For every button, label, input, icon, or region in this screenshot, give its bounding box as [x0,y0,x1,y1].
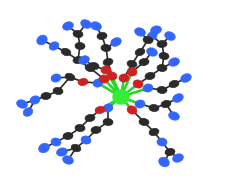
Ellipse shape [135,28,145,36]
Ellipse shape [65,73,75,81]
Ellipse shape [37,35,47,45]
Ellipse shape [95,106,105,114]
Ellipse shape [71,144,81,152]
Ellipse shape [51,74,61,82]
Ellipse shape [63,156,73,164]
Ellipse shape [149,128,159,136]
Ellipse shape [75,125,85,132]
Ellipse shape [173,154,183,162]
Ellipse shape [107,72,117,80]
Ellipse shape [135,100,145,108]
Ellipse shape [151,26,161,34]
Ellipse shape [73,57,83,64]
Ellipse shape [147,48,157,56]
Ellipse shape [181,74,191,82]
Ellipse shape [145,72,155,80]
Ellipse shape [103,58,113,66]
Ellipse shape [139,58,149,66]
Ellipse shape [39,143,49,153]
Ellipse shape [97,33,107,40]
Ellipse shape [157,64,167,71]
Ellipse shape [113,90,129,104]
Ellipse shape [157,87,167,94]
Ellipse shape [139,119,149,125]
Ellipse shape [93,79,103,87]
Ellipse shape [157,138,167,146]
Ellipse shape [91,126,101,133]
Ellipse shape [78,78,88,86]
Ellipse shape [157,40,167,47]
Ellipse shape [119,74,129,82]
Ellipse shape [85,64,95,72]
Ellipse shape [99,75,109,83]
Ellipse shape [85,115,95,122]
Ellipse shape [169,58,179,66]
Ellipse shape [143,36,153,43]
Ellipse shape [159,52,169,60]
Ellipse shape [159,157,169,167]
Ellipse shape [89,62,99,70]
Ellipse shape [23,108,33,116]
Ellipse shape [169,80,179,88]
Ellipse shape [41,92,51,100]
Ellipse shape [127,106,137,114]
Ellipse shape [79,56,89,64]
Ellipse shape [73,30,83,38]
Ellipse shape [101,66,111,74]
Ellipse shape [165,148,175,156]
Ellipse shape [63,132,73,139]
Ellipse shape [81,20,91,28]
Ellipse shape [161,100,171,108]
Ellipse shape [75,43,85,50]
Ellipse shape [143,84,153,92]
Ellipse shape [103,104,113,112]
Ellipse shape [103,119,113,125]
Ellipse shape [30,96,40,104]
Ellipse shape [49,42,59,50]
Ellipse shape [135,48,145,56]
Ellipse shape [165,32,175,40]
Ellipse shape [147,32,157,40]
Ellipse shape [101,44,111,52]
Ellipse shape [17,100,27,108]
Ellipse shape [51,138,61,146]
Ellipse shape [169,112,179,120]
Ellipse shape [91,22,101,30]
Ellipse shape [57,148,68,156]
Ellipse shape [127,60,137,68]
Ellipse shape [61,48,71,56]
Ellipse shape [149,105,159,112]
Ellipse shape [53,88,63,94]
Ellipse shape [81,136,91,144]
Ellipse shape [111,38,121,46]
Ellipse shape [63,22,73,30]
Ellipse shape [173,94,183,102]
Ellipse shape [133,80,143,88]
Ellipse shape [127,68,137,76]
